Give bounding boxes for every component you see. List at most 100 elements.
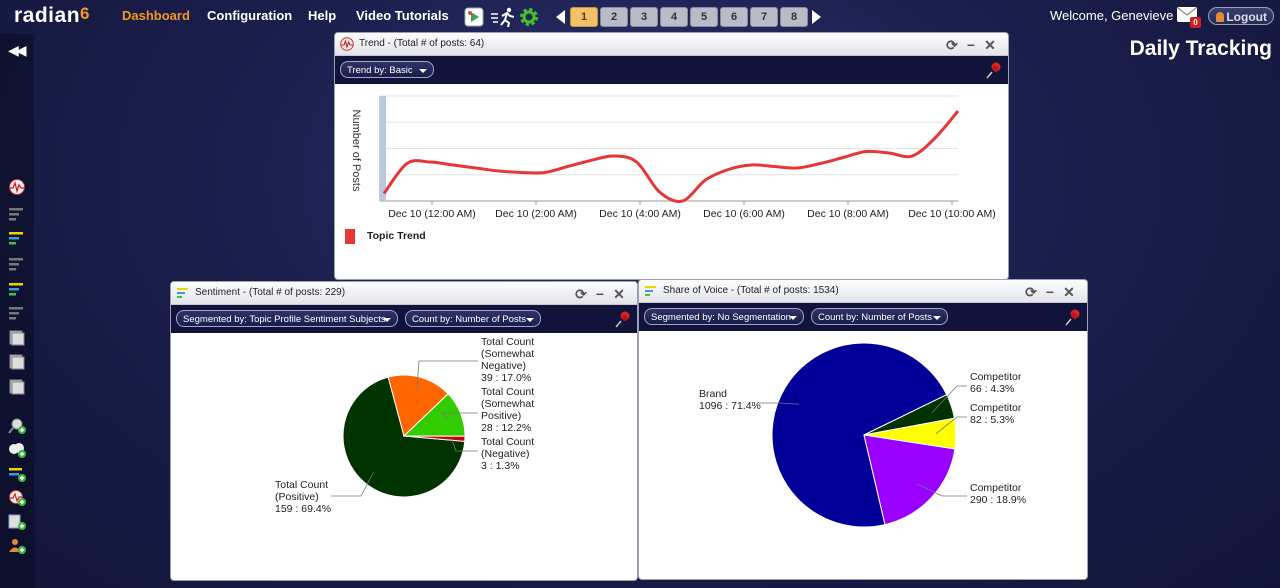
left-sidebar: ◀◀	[0, 34, 34, 588]
sov-widget-icon	[645, 286, 656, 296]
sidebar-stack-widget-2-icon[interactable]	[8, 354, 26, 370]
page-button-6[interactable]: 6	[720, 7, 748, 27]
sentiment-pie-chart: Total Count (Positive) 159 : 69.4% Total Co…	[275, 336, 534, 515]
sidebar-add-user-icon[interactable]	[8, 538, 26, 554]
pager-next-icon[interactable]	[812, 10, 821, 24]
trend-widget: Trend - (Total # of posts: 64) ⟳ − ✕ Trend…	[334, 32, 1009, 280]
sidebar-add-cloud-icon[interactable]	[8, 442, 26, 458]
sentiment-pie-leader-line-2	[416, 360, 478, 391]
sentiment-close-icon[interactable]: ✕	[613, 286, 625, 303]
page-button-3[interactable]: 3	[630, 7, 658, 27]
trend-y-axis-label: Number of Posts	[350, 110, 362, 192]
sentiment-pie-leader-line-1	[331, 472, 374, 497]
sov-close-icon[interactable]: ✕	[1063, 284, 1075, 301]
trend-legend-label: Topic Trend	[367, 230, 426, 242]
page-button-2[interactable]: 2	[600, 7, 628, 27]
trend-legend-swatch	[345, 229, 355, 244]
sentiment-pie-slice-2	[387, 374, 449, 437]
sentiment-widget: Sentiment - (Total # of posts: 229) ⟳ − ✕ …	[170, 281, 638, 581]
trend-minimize-icon[interactable]: −	[966, 37, 976, 54]
sidebar-sentiment-widget-icon[interactable]	[8, 230, 26, 246]
sentiment-pie-label-3: Total Count (Somewhat Positive) 28 : 12.2%	[481, 386, 534, 434]
sidebar-stack-widget-icon[interactable]	[8, 330, 26, 346]
sentiment-widget-toolbar: Segmented by: Topic Profile Sentiment Su…	[171, 305, 637, 333]
page-title: Daily Tracking	[1129, 37, 1272, 60]
sentiment-count-by-dropdown[interactable]: Count by: Number of Posts	[405, 310, 541, 327]
page-button-5[interactable]: 5	[690, 7, 718, 27]
sov-widget-titlebar[interactable]: Share of Voice - (Total # of posts: 1534…	[639, 280, 1087, 303]
trend-refresh-icon[interactable]: ⟳	[946, 37, 958, 54]
top-bar: radian6 Dashboard Configuration Help Vid…	[0, 0, 1280, 34]
share-of-voice-widget: Share of Voice - (Total # of posts: 1534…	[638, 279, 1088, 580]
sov-refresh-icon[interactable]: ⟳	[1025, 284, 1037, 301]
sov-pie-leader-line-1	[759, 402, 800, 405]
trend-widget-titlebar[interactable]: Trend - (Total # of posts: 64) ⟳ − ✕	[335, 33, 1008, 56]
trend-highlight-band	[380, 96, 386, 201]
sentiment-pie-label-1: Total Count (Positive) 159 : 69.4%	[275, 479, 331, 515]
sidebar-add-list-icon[interactable]	[8, 466, 26, 482]
trend-widget-icon	[340, 37, 354, 51]
sentiment-widget-icon	[177, 288, 188, 298]
sentiment-pie-label-4: Total Count (Negative) 3 : 1.3%	[481, 436, 534, 472]
share-of-voice-pie-chart: Brand 1096 : 71.4% Competitor 66 : 4.3% Comp…	[699, 342, 1026, 528]
sov-pie-leader-line-3	[935, 416, 967, 435]
sov-minimize-icon[interactable]: −	[1045, 284, 1055, 301]
trend-pin-icon[interactable]	[986, 61, 1002, 79]
sidebar-add-trend-icon[interactable]	[8, 490, 26, 506]
sidebar-list-widget-2-icon[interactable]	[8, 256, 26, 272]
sov-pie-label-4: Competitor 290 : 18.9%	[970, 482, 1026, 506]
user-icon	[1216, 12, 1224, 22]
trend-x-tick-label: Dec 10 (2:00 AM)	[495, 208, 577, 220]
sentiment-minimize-icon[interactable]: −	[595, 286, 605, 303]
trend-widget-toolbar: Trend by: Basic	[335, 56, 1008, 84]
sov-widget-toolbar: Segmented by: No Segmentation Count by: …	[639, 303, 1087, 331]
trend-x-tick-label: Dec 10 (12:00 AM)	[388, 208, 476, 220]
nav-help[interactable]: Help	[308, 8, 337, 23]
trend-by-dropdown[interactable]: Trend by: Basic	[340, 61, 434, 78]
sov-pie-slice-1	[771, 342, 948, 528]
trend-x-tick-label: Dec 10 (6:00 AM)	[703, 208, 785, 220]
trend-widget-title: Trend - (Total # of posts: 64)	[359, 38, 485, 49]
nav-configuration[interactable]: Configuration	[207, 8, 293, 23]
sidebar-list-widget-3-icon[interactable]	[8, 305, 26, 321]
pager-prev-icon[interactable]	[556, 10, 565, 24]
sov-pie-leader-line-4	[916, 483, 967, 497]
sidebar-list-widget-icon[interactable]	[8, 206, 26, 222]
trend-x-tick-label: Dec 10 (8:00 AM)	[807, 208, 889, 220]
nav-video-tutorials[interactable]: Video Tutorials	[356, 8, 449, 23]
media-player-icon[interactable]	[464, 7, 484, 27]
welcome-text: Welcome, Genevieve	[1050, 8, 1174, 23]
sov-segmented-by-dropdown[interactable]: Segmented by: No Segmentation	[644, 308, 804, 325]
inbox-count-badge: 0	[1190, 17, 1201, 28]
sidebar-share-of-voice-widget-icon[interactable]	[8, 281, 26, 297]
sentiment-pin-icon[interactable]	[615, 310, 631, 328]
settings-gear-icon[interactable]	[519, 7, 539, 27]
page-button-8[interactable]: 8	[780, 7, 808, 27]
nav-dashboard[interactable]: Dashboard	[122, 8, 190, 23]
sentiment-pie-leader-line-4	[451, 438, 478, 452]
sov-count-by-dropdown[interactable]: Count by: Number of Posts	[811, 308, 948, 325]
sentiment-widget-titlebar[interactable]: Sentiment - (Total # of posts: 229) ⟳ − ✕	[171, 282, 637, 305]
sentiment-pie-slice-4	[403, 435, 466, 442]
page-button-4[interactable]: 4	[660, 7, 688, 27]
sentiment-segmented-by-dropdown[interactable]: Segmented by: Topic Profile Sentiment Su…	[176, 310, 398, 327]
page-button-1[interactable]: 1	[570, 7, 598, 27]
sidebar-add-page-icon[interactable]	[8, 514, 26, 530]
trend-close-icon[interactable]: ✕	[984, 37, 996, 54]
sov-pie-label-3: Competitor 82 : 5.3%	[970, 402, 1022, 426]
inbox-icon[interactable]: 0	[1177, 7, 1201, 28]
sidebar-stack-widget-3-icon[interactable]	[8, 379, 26, 395]
sidebar-trend-widget-icon[interactable]	[8, 179, 26, 195]
sentiment-pie-slice-1	[342, 376, 466, 498]
sidebar-add-search-icon[interactable]	[8, 418, 26, 434]
sov-pin-icon[interactable]	[1065, 308, 1081, 326]
sov-widget-title: Share of Voice - (Total # of posts: 1534…	[663, 285, 839, 296]
collapse-sidebar-icon[interactable]: ◀◀	[8, 42, 26, 58]
page-button-7[interactable]: 7	[750, 7, 778, 27]
topic-trend-series-line	[382, 110, 960, 203]
sentiment-refresh-icon[interactable]: ⟳	[575, 286, 587, 303]
sov-pie-leader-line-2	[931, 385, 967, 413]
engagement-runner-icon[interactable]	[490, 7, 516, 27]
logout-button[interactable]: Logout	[1208, 7, 1274, 25]
radian6-logo[interactable]: radian6	[14, 4, 90, 27]
